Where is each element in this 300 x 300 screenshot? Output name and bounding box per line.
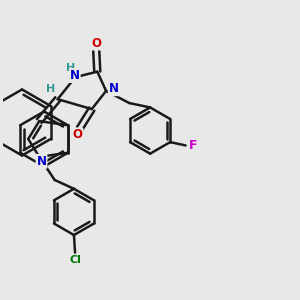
Text: H: H (66, 63, 76, 74)
Text: N: N (37, 155, 46, 168)
Text: F: F (189, 139, 197, 152)
Text: N: N (70, 69, 80, 82)
Text: Cl: Cl (69, 255, 81, 265)
Text: H: H (46, 84, 56, 94)
Text: N: N (109, 82, 119, 95)
Text: O: O (73, 128, 82, 142)
Text: O: O (91, 37, 101, 50)
